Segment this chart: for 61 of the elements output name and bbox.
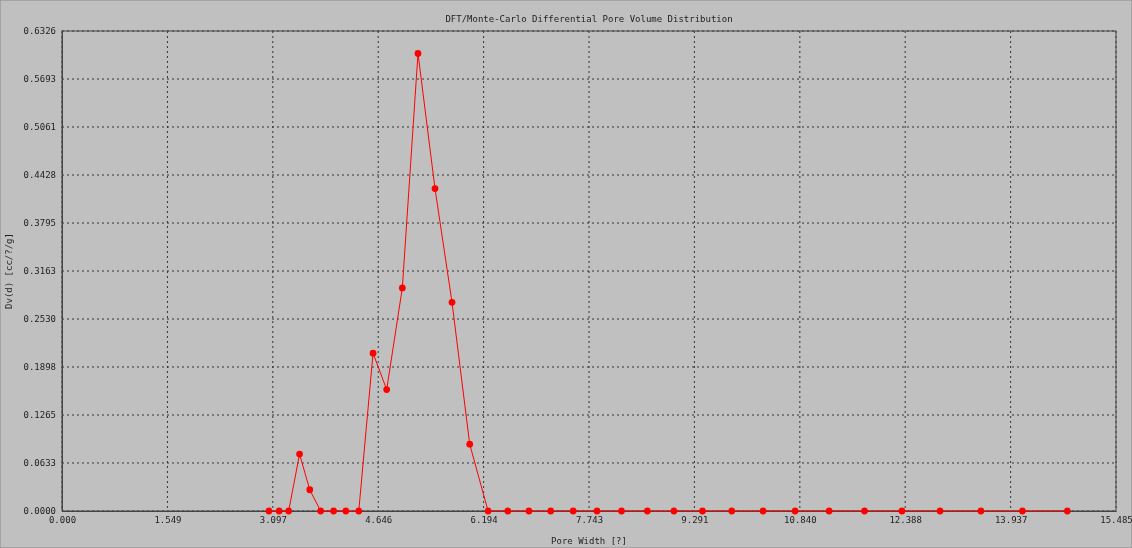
- y-tick-label: 0.1898: [23, 362, 56, 373]
- x-tick-label: 3.097: [259, 515, 287, 526]
- x-tick-label: 10.840: [784, 515, 817, 526]
- x-tick-label: 1.549: [154, 515, 182, 526]
- point: [759, 507, 767, 515]
- x-axis-title: Pore Width [?]: [551, 536, 627, 546]
- point: [504, 507, 512, 515]
- y-tick-label: 0.4428: [23, 170, 56, 181]
- point: [369, 349, 377, 357]
- point: [414, 50, 422, 57]
- x-tick-label: 6.194: [470, 515, 498, 526]
- x-tick-label: 12.388: [889, 515, 922, 526]
- y-tick-label: 0.0633: [23, 458, 56, 469]
- point: [342, 507, 350, 515]
- point: [618, 507, 625, 515]
- point: [431, 185, 439, 192]
- point: [330, 507, 337, 515]
- point: [728, 507, 736, 515]
- y-tick-label: 0.5061: [23, 122, 56, 133]
- point: [699, 507, 706, 515]
- point: [1063, 507, 1071, 515]
- point: [525, 507, 533, 515]
- point: [1019, 507, 1026, 515]
- point: [670, 507, 678, 515]
- point: [861, 507, 868, 515]
- x-tick-label: 7.743: [575, 515, 604, 526]
- point: [265, 507, 273, 515]
- y-tick-label: 0.0000: [23, 506, 56, 517]
- point: [285, 507, 293, 515]
- point: [593, 507, 601, 515]
- point: [383, 386, 391, 393]
- y-tick-label: 0.3163: [23, 266, 56, 277]
- point: [306, 486, 314, 494]
- x-tick-label: 4.646: [365, 515, 393, 526]
- y-axis-title: Dv(d) [cc/?/g]: [4, 233, 14, 309]
- point: [569, 507, 577, 515]
- point: [547, 507, 555, 515]
- point: [275, 507, 283, 515]
- x-tick-label: 9.291: [681, 515, 709, 526]
- x-tick-label: 0.000: [48, 515, 77, 526]
- point: [484, 507, 492, 515]
- point: [448, 298, 456, 306]
- point: [398, 284, 406, 292]
- x-tick-label: 15.485: [1100, 515, 1132, 526]
- point: [791, 507, 799, 515]
- point: [355, 507, 363, 515]
- y-tick-label: 0.5693: [23, 74, 56, 85]
- point: [466, 440, 474, 448]
- y-tick-label: 0.2530: [23, 314, 56, 325]
- point: [317, 507, 325, 515]
- point: [898, 507, 906, 515]
- x-tick-label: 13.937: [994, 515, 1028, 526]
- chart-title: DFT/Monte-Carlo Differential Pore Volume Distribution: [445, 14, 733, 24]
- point: [296, 450, 303, 458]
- y-tick-label: 0.6326: [23, 26, 56, 37]
- y-tick-label: 0.3795: [23, 218, 56, 229]
- y-tick-label: 0.1265: [23, 410, 56, 421]
- point: [977, 507, 985, 515]
- point: [643, 507, 651, 515]
- point: [825, 507, 833, 515]
- point: [936, 507, 944, 515]
